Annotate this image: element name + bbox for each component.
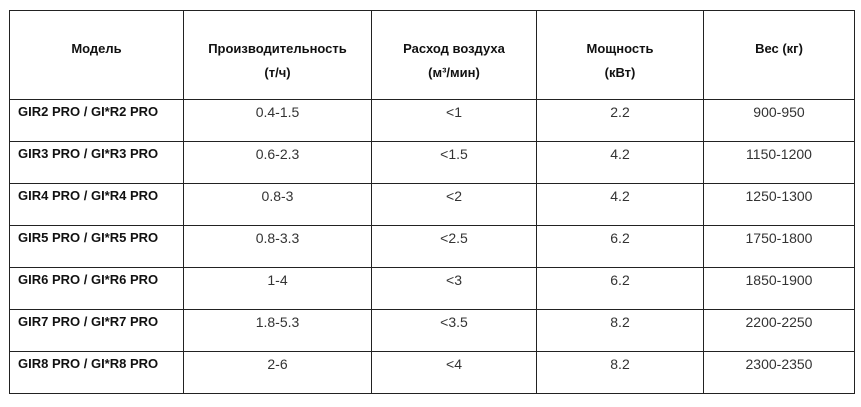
value-cell: 2200-2250 — [703, 309, 855, 352]
header-text: (м³/мин) — [428, 65, 480, 80]
header-text: Мощность — [586, 41, 654, 56]
value-cell: <4 — [371, 351, 537, 394]
spec-table: Модель Производительность (т/ч) Расход возд… — [9, 10, 855, 394]
header-cell: Мощность (кВт) — [536, 10, 704, 100]
value-cell: 2300-2350 — [703, 351, 855, 394]
header-cell: Производительность (т/ч) — [183, 10, 372, 100]
value-cell: <3 — [371, 267, 537, 310]
table-row: GIR3 PRO / GI*R3 PRO 0.6-2.3 <1.5 4.2 1150-1… — [9, 141, 855, 184]
value-cell: <1 — [371, 99, 537, 142]
header-text: Модель — [71, 41, 122, 56]
table-row: GIR8 PRO / GI*R8 PRO 2-6 <4 8.2 2300-2350 — [9, 351, 855, 394]
value-cell: 6.2 — [536, 267, 704, 310]
model-cell: GIR3 PRO / GI*R3 PRO — [9, 141, 184, 184]
model-cell: GIR8 PRO / GI*R8 PRO — [9, 351, 184, 394]
header-text: (т/ч) — [264, 65, 291, 80]
table-row: GIR6 PRO / GI*R6 PRO 1-4 <3 6.2 1850-1900 — [9, 267, 855, 310]
model-cell: GIR5 PRO / GI*R5 PRO — [9, 225, 184, 268]
value-cell: 0.8-3 — [183, 183, 372, 226]
value-cell: <2 — [371, 183, 537, 226]
value-cell: 6.2 — [536, 225, 704, 268]
table-row: GIR5 PRO / GI*R5 PRO 0.8-3.3 <2.5 6.2 1750-1… — [9, 225, 855, 268]
table-row: GIR7 PRO / GI*R7 PRO 1.8-5.3 <3.5 8.2 2200-2… — [9, 309, 855, 352]
header-row: Модель Производительность (т/ч) Расход возд… — [9, 10, 855, 100]
value-cell: 4.2 — [536, 141, 704, 184]
header-text: Расход воздуха — [403, 41, 505, 56]
header-text: (кВт) — [604, 65, 636, 80]
value-cell: 1750-1800 — [703, 225, 855, 268]
value-cell: <3.5 — [371, 309, 537, 352]
header-text: Вес (кг) — [755, 41, 803, 56]
value-cell: 1150-1200 — [703, 141, 855, 184]
table-body: GIR2 PRO / GI*R2 PRO 0.4-1.5 <1 2.2 900-950 G… — [9, 99, 855, 394]
value-cell: 0.4-1.5 — [183, 99, 372, 142]
value-cell: 1-4 — [183, 267, 372, 310]
value-cell: 2-6 — [183, 351, 372, 394]
header-cell: Расход воздуха (м³/мин) — [371, 10, 537, 100]
value-cell: 8.2 — [536, 309, 704, 352]
value-cell: 2.2 — [536, 99, 704, 142]
model-cell: GIR7 PRO / GI*R7 PRO — [9, 309, 184, 352]
header-cell: Вес (кг) — [703, 10, 855, 100]
value-cell: 8.2 — [536, 351, 704, 394]
table-header: Модель Производительность (т/ч) Расход возд… — [9, 10, 855, 100]
table-row: GIR2 PRO / GI*R2 PRO 0.4-1.5 <1 2.2 900-950 — [9, 99, 855, 142]
value-cell: 900-950 — [703, 99, 855, 142]
model-cell: GIR6 PRO / GI*R6 PRO — [9, 267, 184, 310]
value-cell: 0.8-3.3 — [183, 225, 372, 268]
value-cell: 4.2 — [536, 183, 704, 226]
header-text: Производительность — [208, 41, 347, 56]
value-cell: <1.5 — [371, 141, 537, 184]
model-cell: GIR2 PRO / GI*R2 PRO — [9, 99, 184, 142]
model-cell: GIR4 PRO / GI*R4 PRO — [9, 183, 184, 226]
value-cell: <2.5 — [371, 225, 537, 268]
value-cell: 1.8-5.3 — [183, 309, 372, 352]
value-cell: 0.6-2.3 — [183, 141, 372, 184]
value-cell: 1250-1300 — [703, 183, 855, 226]
header-cell: Модель — [9, 10, 184, 100]
table-row: GIR4 PRO / GI*R4 PRO 0.8-3 <2 4.2 1250-1300 — [9, 183, 855, 226]
value-cell: 1850-1900 — [703, 267, 855, 310]
